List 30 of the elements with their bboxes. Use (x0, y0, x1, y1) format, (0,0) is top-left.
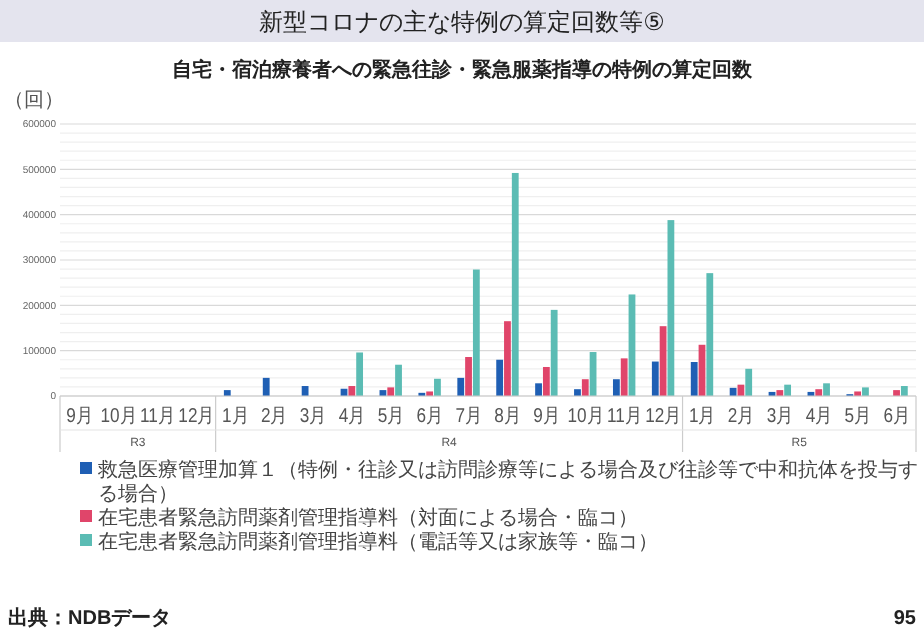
x-tick-label: 5月 (377, 404, 404, 427)
x-tick-label: 12月 (645, 404, 681, 427)
x-tick-label: 10月 (567, 404, 604, 427)
chart-subtitle: 自宅・宿泊療養者への緊急往診・緊急服薬指導の特例の算定回数 (172, 58, 754, 82)
legend-label: 在宅患者緊急訪問薬剤管理指導料（対面による場合・臨コ） (98, 506, 638, 530)
x-tick-label: 11月 (606, 404, 642, 427)
y-axis-title: （回） (4, 90, 64, 112)
text: 95 (893, 608, 917, 630)
legend-label: 救急医療管理加算１（特例・往診又は訪問診療等による場合及び往診等で中和抗体を投与する場合） (96, 458, 918, 506)
chart-title: 新型コロナの主な特例の算定回数等⑤ (259, 8, 665, 36)
x-tick-label: 11月 (140, 404, 175, 427)
x-tick-label: 12月 (178, 404, 215, 427)
x-tick-label: 3月 (299, 404, 326, 427)
x-tick-label: 6月 (883, 404, 910, 427)
x-tick-label: 4月 (805, 404, 832, 427)
x-tick-label: 9月 (533, 404, 560, 427)
x-tick-label: 1月 (688, 404, 716, 427)
source-note: 出典：NDBデータ (8, 606, 172, 630)
x-tick-label: 10月 (100, 404, 137, 427)
x-tick-label: 8月 (494, 404, 521, 427)
x-tick-label: 3月 (766, 404, 793, 427)
x-tick-label: 2月 (727, 404, 754, 427)
x-tick-label: 5月 (844, 404, 871, 427)
x-tick-label: 7月 (455, 404, 482, 427)
x-tick-label: 9月 (66, 404, 93, 427)
legend-label: 在宅患者緊急訪問薬剤管理指導料（電話等又は家族等・臨コ） (98, 530, 658, 554)
x-tick-label: 2月 (260, 404, 288, 427)
x-tick-label: 6月 (416, 404, 443, 427)
x-tick-label: 4月 (338, 404, 365, 427)
x-tick-label: 1月 (222, 404, 249, 427)
